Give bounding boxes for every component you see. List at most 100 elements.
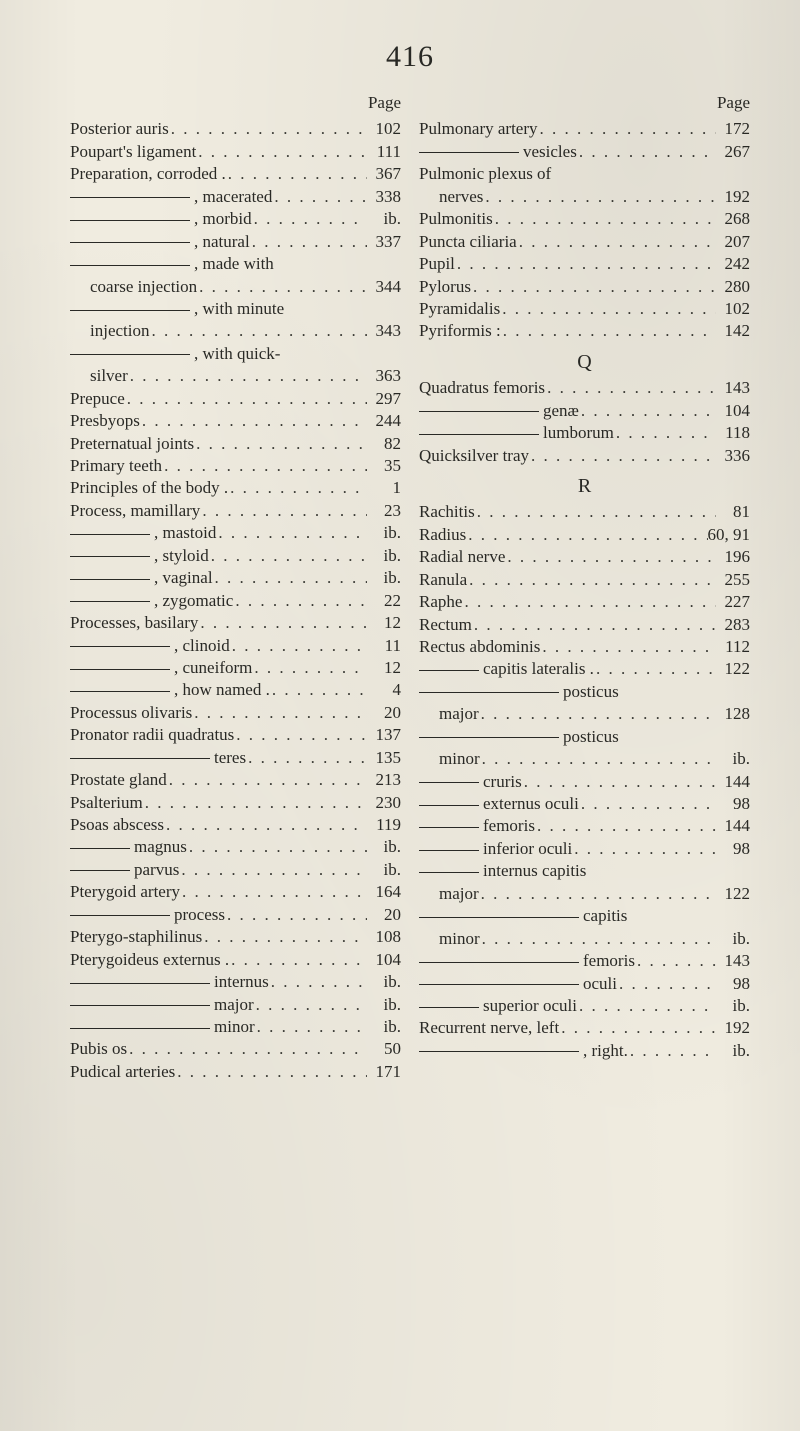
dot-leader: . . . . . . . . . . . . . . . . . . . . … <box>228 477 367 499</box>
index-entry: capitis lateralis . . . . . . . . . . . … <box>419 658 750 680</box>
index-page-ref: 104 <box>716 400 750 422</box>
index-entry: femoris . . . . . . . . . . . . . . . . … <box>419 815 750 837</box>
dot-leader: . . . . . . . . . . . . . . . . . . . . … <box>225 904 367 926</box>
index-page-ref: 213 <box>367 769 401 791</box>
index-entry: , right. . . . . . . . . . . . . . . . .… <box>419 1040 750 1062</box>
dot-leader: . . . . . . . . . . . . . . . . . . . . … <box>140 410 367 432</box>
index-term: internus capitis <box>419 860 586 882</box>
index-entry: Processes, basilary . . . . . . . . . . … <box>70 612 401 634</box>
continuation-dash <box>70 601 150 602</box>
index-term-text: Rectus abdominis <box>419 637 540 656</box>
dot-leader: . . . . . . . . . . . . . . . . . . . . … <box>226 163 367 185</box>
index-term-text: internus capitis <box>483 861 586 880</box>
index-entry: Prepuce . . . . . . . . . . . . . . . . … <box>70 388 401 410</box>
index-term: Preternatual joints <box>70 433 194 455</box>
index-entry: Quadratus femoris . . . . . . . . . . . … <box>419 377 750 399</box>
dot-leader: . . . . . . . . . . . . . . . . . . . . … <box>200 500 367 522</box>
index-term: major <box>419 883 479 905</box>
index-term: , how named . <box>70 679 270 701</box>
index-entry: internus . . . . . . . . . . . . . . . .… <box>70 971 401 993</box>
index-entry: Pupil . . . . . . . . . . . . . . . . . … <box>419 253 750 275</box>
dot-leader: . . . . . . . . . . . . . . . . . . . . … <box>635 950 716 972</box>
index-entry: vesicles . . . . . . . . . . . . . . . .… <box>419 141 750 163</box>
index-term-text: , mastoid <box>154 523 216 542</box>
dot-leader: . . . . . . . . . . . . . . . . . . . . … <box>196 141 367 163</box>
dot-leader: . . . . . . . . . . . . . . . . . . . . … <box>216 522 367 544</box>
index-term-text: posticus <box>563 727 619 746</box>
dot-leader: . . . . . . . . . . . . . . . . . . . . … <box>246 747 367 769</box>
index-page-ref: ib. <box>367 859 401 881</box>
index-term: minor <box>419 748 480 770</box>
index-term: Pterygoid artery <box>70 881 180 903</box>
index-term-text: capitis <box>583 906 627 925</box>
continuation-dash <box>70 354 190 355</box>
index-term-text: vesicles <box>523 142 577 161</box>
index-entry: Poupart's ligament . . . . . . . . . . .… <box>70 141 401 163</box>
index-term: Ranula <box>419 569 467 591</box>
index-page-ref: 227 <box>716 591 750 613</box>
index-page-ref: 20 <box>367 702 401 724</box>
index-page-ref: ib. <box>367 567 401 589</box>
index-term: Psalterium <box>70 792 143 814</box>
dot-leader: . . . . . . . . . . . . . . . . . . . . … <box>202 926 367 948</box>
index-page-ref: ib. <box>716 1040 750 1062</box>
index-entry: , vaginal . . . . . . . . . . . . . . . … <box>70 567 401 589</box>
index-page-ref: 171 <box>367 1061 401 1083</box>
dot-leader: . . . . . . . . . . . . . . . . . . . . … <box>471 276 716 298</box>
continuation-dash <box>419 737 559 738</box>
continuation-dash <box>70 758 210 759</box>
dot-leader: . . . . . . . . . . . . . . . . . . . . … <box>149 320 367 342</box>
index-term-text: Pudical arteries <box>70 1062 175 1081</box>
index-page-ref: 230 <box>367 792 401 814</box>
index-page-ref: 268 <box>716 208 750 230</box>
index-entry: parvus . . . . . . . . . . . . . . . . .… <box>70 859 401 881</box>
index-entry: Psoas abscess . . . . . . . . . . . . . … <box>70 814 401 836</box>
index-page-ref: 135 <box>367 747 401 769</box>
index-term: Pterygo-staphilinus <box>70 926 202 948</box>
index-page-ref: 102 <box>367 118 401 140</box>
page-number: 416 <box>70 40 750 74</box>
continuation-dash <box>419 872 479 873</box>
index-term-text: Primary teeth <box>70 456 162 475</box>
index-term: , with quick- <box>70 343 280 365</box>
dot-leader: . . . . . . . . . . . . . . . . . . . . … <box>594 658 716 680</box>
index-term-text: , zygomatic <box>154 591 233 610</box>
index-entry: femoris . . . . . . . . . . . . . . . . … <box>419 950 750 972</box>
dot-leader: . . . . . . . . . . . . . . . . . . . . … <box>252 208 367 230</box>
index-term-text: Ranula <box>419 570 467 589</box>
index-entry: Pulmonitis . . . . . . . . . . . . . . .… <box>419 208 750 230</box>
index-term: Preparation, corroded . <box>70 163 226 185</box>
continuation-dash <box>419 805 479 806</box>
index-columns: Page Posterior auris . . . . . . . . . .… <box>70 92 750 1083</box>
index-term: Prostate gland <box>70 769 167 791</box>
index-term: , natural <box>70 231 250 253</box>
index-term-text: lumborum <box>543 423 614 442</box>
index-term-text: Principles of the body . <box>70 478 228 497</box>
index-entry: Pterygoideus externus . . . . . . . . . … <box>70 949 401 971</box>
index-page-ref: 11 <box>367 635 401 657</box>
continuation-dash <box>70 220 190 221</box>
index-term: , with minute <box>70 298 284 320</box>
index-term: , mastoid <box>70 522 216 544</box>
index-term-text: minor <box>214 1017 255 1036</box>
dot-leader: . . . . . . . . . . . . . . . . . . . . … <box>162 455 367 477</box>
index-entry: Quicksilver tray . . . . . . . . . . . .… <box>419 445 750 467</box>
index-entry: Pulmonary artery . . . . . . . . . . . .… <box>419 118 750 140</box>
index-page-ref: 143 <box>716 377 750 399</box>
index-entry: Rachitis . . . . . . . . . . . . . . . .… <box>419 501 750 523</box>
dot-leader: . . . . . . . . . . . . . . . . . . . . … <box>455 253 716 275</box>
index-term-text: silver <box>90 366 128 385</box>
right-column: Page Pulmonary artery . . . . . . . . . … <box>419 92 750 1083</box>
index-page-ref: ib. <box>716 995 750 1017</box>
index-term: femoris <box>419 815 535 837</box>
index-term: parvus <box>70 859 179 881</box>
section-letter: Q <box>419 349 750 375</box>
dot-leader: . . . . . . . . . . . . . . . . . . . . … <box>197 276 367 298</box>
index-entry: Pudical arteries . . . . . . . . . . . .… <box>70 1061 401 1083</box>
index-page-ref: 137 <box>367 724 401 746</box>
index-entry: posticus <box>419 681 750 703</box>
index-term-text: Radial nerve <box>419 547 505 566</box>
continuation-dash <box>419 962 579 963</box>
continuation-dash <box>70 915 170 916</box>
index-term: Pudical arteries <box>70 1061 175 1083</box>
